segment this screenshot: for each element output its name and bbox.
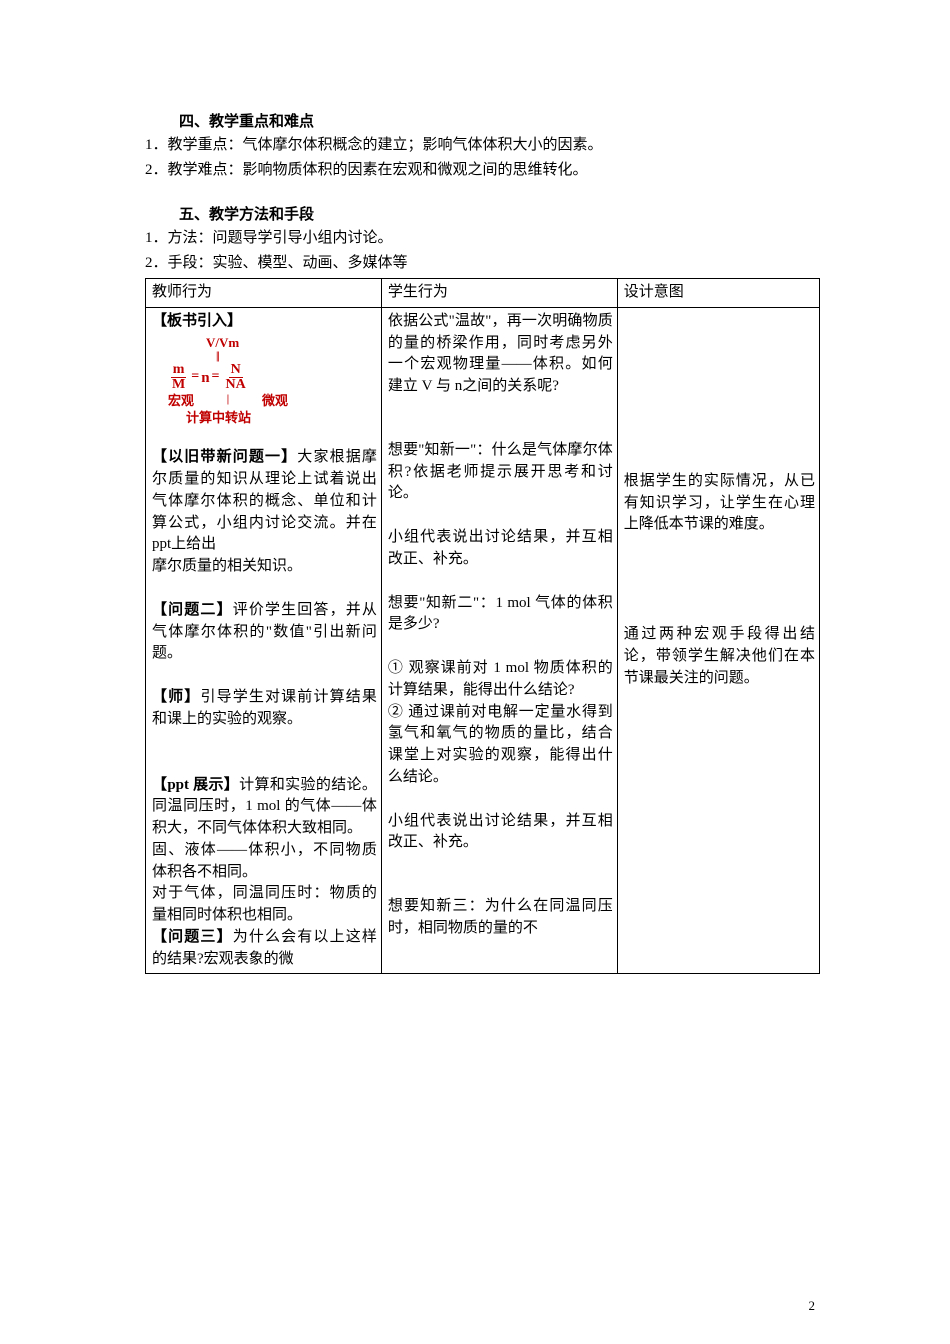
frac-num-N: N — [229, 363, 243, 378]
spacer — [152, 578, 377, 600]
teacher-ppt: 【ppt 展示】计算和实验的结论。同温同压时，1 mol 的气体——体积大，不同… — [152, 775, 377, 840]
section5-line1: 1．方法：问题导学引导小组内讨论。 — [145, 228, 820, 249]
frac-den-M: M — [170, 378, 187, 392]
table-row: 【板书引入】 V/Vm || m M = n = N N — [146, 307, 820, 974]
teacher-gas: 对于气体，同温同压时：物质的量相同时体积也相同。 — [152, 883, 377, 927]
spacer — [152, 665, 377, 687]
intro-label: 【板书引入】 — [152, 311, 377, 333]
teacher-q1b: 摩尔质量的相关知识。 — [152, 556, 377, 578]
transfer-label: 计算中转站 — [186, 410, 377, 426]
section5-line2: 2．手段：实验、模型、动画、多媒体等 — [145, 253, 820, 274]
student-l7: 小组代表说出讨论结果，并互相改正、补充。 — [388, 811, 613, 855]
guide-tag: 【师】 — [152, 689, 200, 705]
spacer — [152, 427, 377, 447]
ppt-tag: 【ppt 展示】 — [152, 777, 239, 793]
spacer — [388, 789, 613, 811]
spacer — [388, 636, 613, 658]
table-header-row: 教师行为 学生行为 设计意图 — [146, 279, 820, 308]
teacher-solid: 固、液体——体积小，不同物质体积各不相同。 — [152, 840, 377, 884]
cell-student: 依据公式"温故"，再一次明确物质的量的桥梁作用，同时考虑另外一个宏观物理量——体… — [381, 307, 617, 974]
spacer — [388, 505, 613, 527]
student-l1: 依据公式"温故"，再一次明确物质的量的桥梁作用，同时考虑另外一个宏观物理量——体… — [388, 311, 613, 398]
frac-N-over-NA: N NA — [224, 363, 248, 392]
student-l6: ② 通过课前对电解一定量水得到氢气和氧气的物质的量比，结合课堂上对实验的观察，能… — [388, 702, 613, 789]
student-l4: 想要"知新二"：1 mol 气体的体积是多少? — [388, 593, 613, 637]
page-number: 2 — [809, 1298, 816, 1314]
q3-tag: 【问题三】 — [152, 929, 233, 945]
section4-line1: 1．教学重点：气体摩尔体积概念的建立；影响气体体积大小的因素。 — [145, 135, 820, 156]
formula-main-row: m M = n = N NA — [168, 363, 377, 392]
equals-1: = — [191, 369, 199, 386]
student-l2: 想要"知新一"：什么是气体摩尔体积?依据老师提示展开思考和讨论。 — [388, 440, 613, 505]
lesson-table: 教师行为 学生行为 设计意图 【板书引入】 V/Vm || m M = n — [145, 278, 820, 974]
formula-labels-row: 宏观 | 微观 — [168, 393, 288, 409]
header-teacher: 教师行为 — [146, 279, 382, 308]
teacher-q2: 【问题二】评价学生回答，并从气体摩尔体积的"数值"引出新问题。 — [152, 600, 377, 665]
student-l3: 小组代表说出讨论结果，并互相改正、补充。 — [388, 527, 613, 571]
teacher-q1: 【以旧带新问题一】大家根据摩尔质量的知识从理论上试着说出气体摩尔体积的概念、单位… — [152, 447, 377, 556]
header-intent: 设计意图 — [617, 279, 819, 308]
q1-tag: 【以旧带新问题一】 — [152, 449, 297, 465]
section4-line2: 2．教学难点：影响物质体积的因素在宏观和微观之间的思维转化。 — [145, 160, 820, 181]
section5-heading: 五、教学方法和手段 — [179, 203, 820, 224]
formula-dash-bot: | — [227, 393, 229, 409]
spacer — [388, 398, 613, 440]
formula-top: V/Vm — [206, 335, 377, 351]
document-page: 四、教学重点和难点 1．教学重点：气体摩尔体积概念的建立；影响气体体积大小的因素… — [0, 0, 950, 1014]
teacher-guide: 【师】引导学生对课前计算结果和课上的实验的观察。 — [152, 687, 377, 731]
q2-tag: 【问题二】 — [152, 602, 233, 618]
spacer — [152, 731, 377, 753]
spacer — [152, 753, 377, 775]
section4-heading: 四、教学重点和难点 — [179, 110, 820, 131]
header-student: 学生行为 — [381, 279, 617, 308]
intent-l2: 通过两种宏观手段得出结论，带领学生解决他们在本节课最关注的问题。 — [624, 624, 815, 689]
macro-label: 宏观 — [168, 393, 194, 409]
teacher-q3: 【问题三】为什么会有以上这样的结果?宏观表象的微 — [152, 927, 377, 971]
cell-intent: 根据学生的实际情况，从已有知识学习，让学生在心理上降低本节课的难度。 通过两种宏… — [617, 307, 819, 974]
frac-den-NA: NA — [224, 378, 248, 392]
spacer — [145, 185, 820, 203]
frac-m-over-M: m M — [170, 363, 187, 392]
student-l5: ① 观察课前对 1 mol 物质体积的计算结果，能得出什么结论? — [388, 658, 613, 702]
spacer — [388, 854, 613, 896]
student-l8: 想要知新三：为什么在同温同压时，相同物质的量的不 — [388, 896, 613, 940]
spacer — [624, 536, 815, 624]
spacer — [624, 311, 815, 471]
intent-l1: 根据学生的实际情况，从已有知识学习，让学生在心理上降低本节课的难度。 — [624, 471, 815, 536]
spacer — [388, 571, 613, 593]
micro-label: 微观 — [262, 393, 288, 409]
frac-num-m: m — [171, 363, 187, 378]
equals-2: = — [212, 369, 220, 386]
formula-n: n — [201, 369, 209, 387]
formula-diagram: V/Vm || m M = n = N NA — [168, 335, 377, 426]
cell-teacher: 【板书引入】 V/Vm || m M = n = N N — [146, 307, 382, 974]
